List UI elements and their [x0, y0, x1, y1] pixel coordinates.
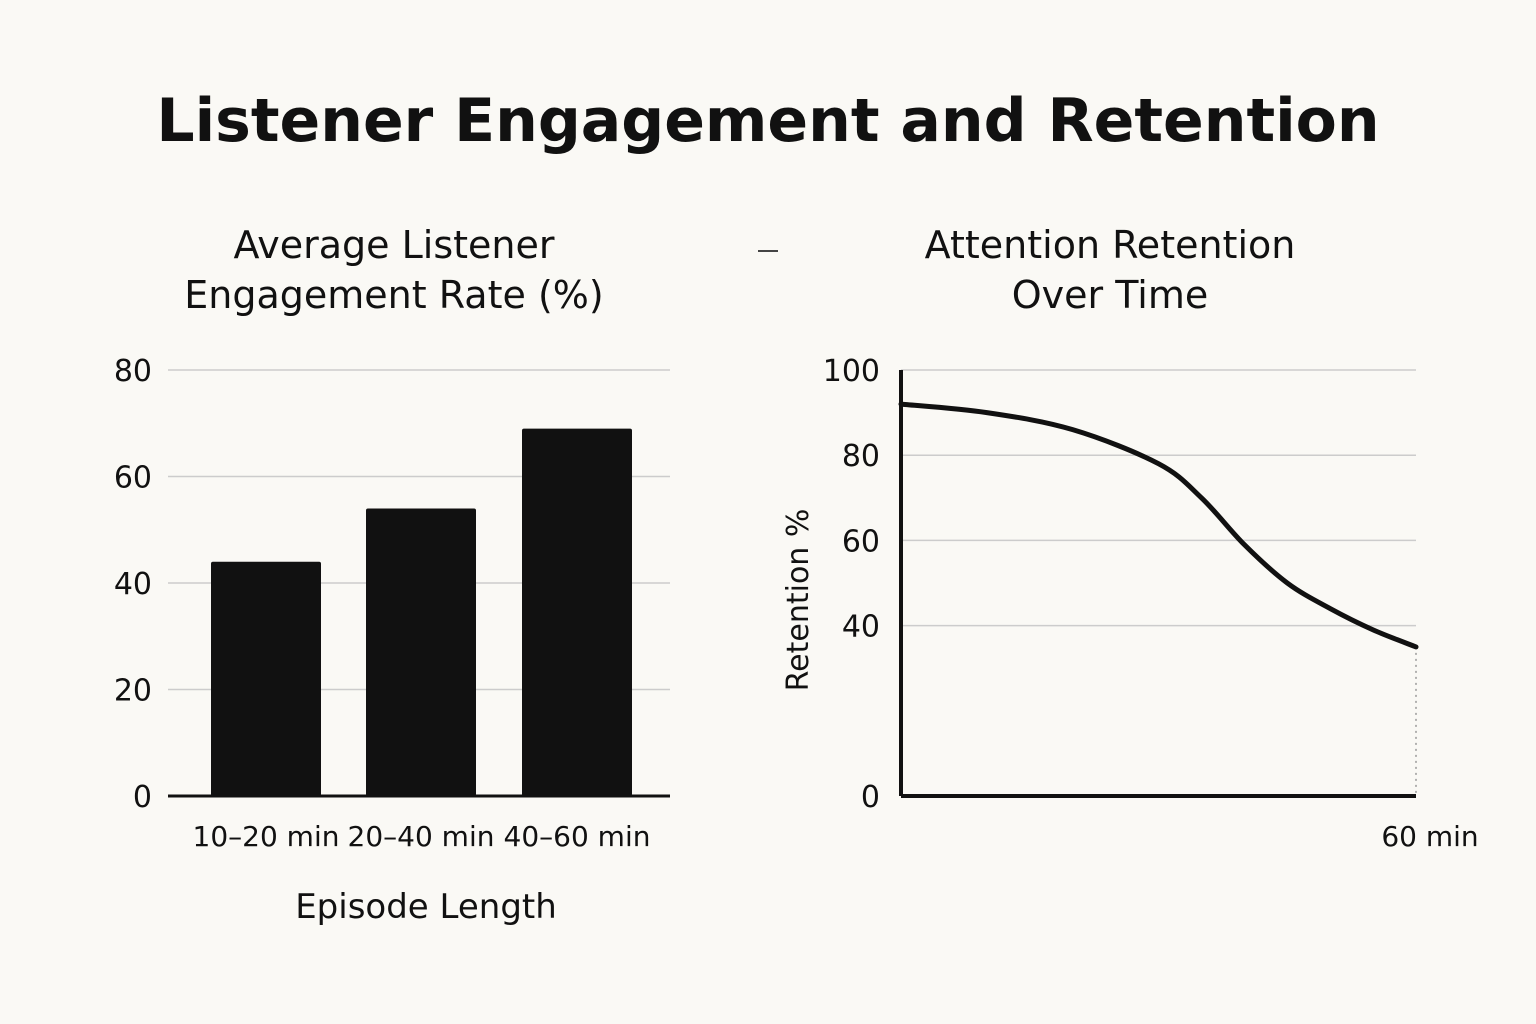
x-category-label: 40–60 min [504, 820, 651, 853]
x-axis-title: Episode Length [295, 887, 557, 927]
bar-chart-title: Average Listener Engagement Rate (%) [94, 220, 694, 320]
y-axis-title: Retention % [781, 509, 816, 692]
y-tick-label: 100 [823, 354, 880, 389]
x-tick-label: 60 min [1381, 820, 1478, 853]
y-tick-label: 60 [114, 461, 152, 496]
bar-chart-title-line-1: Average Listener [233, 223, 555, 267]
x-category-label: 10–20 min [193, 820, 340, 853]
line-chart-title: Attention Retention Over Time [810, 220, 1410, 320]
y-tick-label: 20 [114, 674, 152, 709]
y-tick-label: 0 [861, 780, 880, 815]
main-title: Listener Engagement and Retention [156, 86, 1380, 156]
bar [211, 561, 321, 796]
y-tick-label: 0 [133, 780, 152, 815]
y-tick-label: 40 [842, 610, 880, 645]
line-chart-title-line-2: Over Time [1011, 273, 1209, 317]
line-chart-title-line-1: Attention Retention [924, 223, 1296, 267]
bar [522, 428, 632, 796]
title-separator [758, 250, 778, 252]
y-tick-label: 80 [842, 439, 880, 474]
y-tick-label: 40 [114, 567, 152, 602]
retention-line [898, 401, 1419, 650]
bar-chart-title-line-2: Engagement Rate (%) [184, 273, 604, 317]
y-tick-label: 80 [114, 354, 152, 389]
bar [366, 508, 476, 796]
x-category-label: 20–40 min [348, 820, 495, 853]
y-tick-label: 60 [842, 524, 880, 559]
